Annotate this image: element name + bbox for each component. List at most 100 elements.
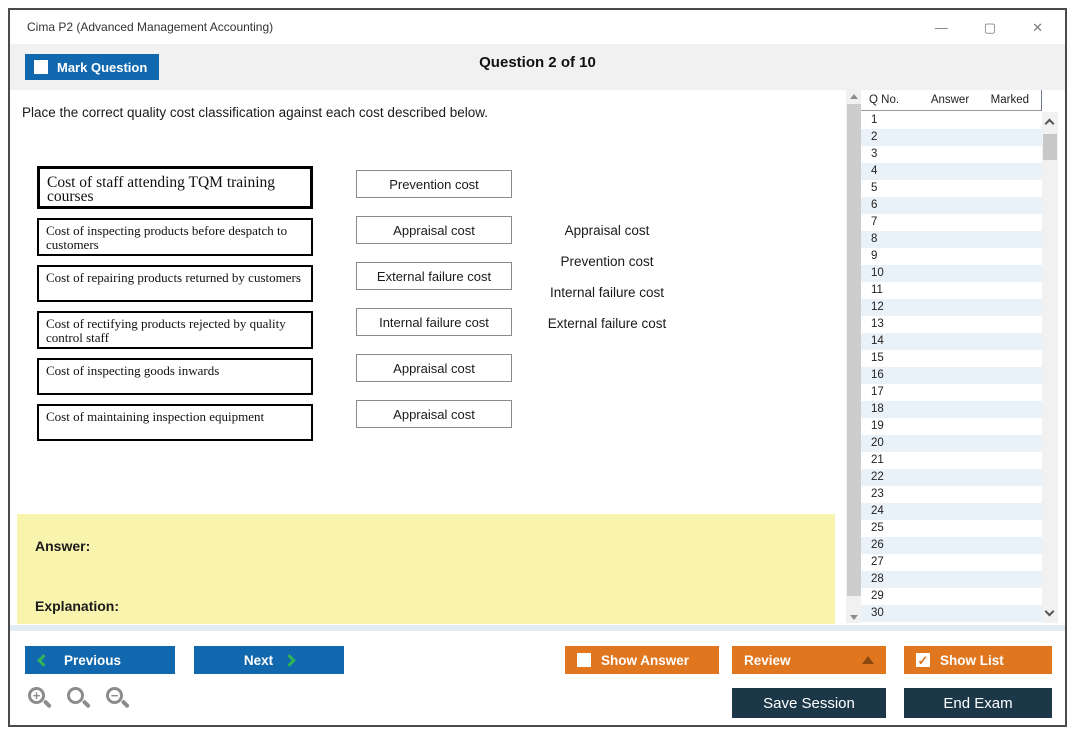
mark-question-checkbox[interactable] — [34, 60, 48, 74]
question-list-row[interactable]: 2 — [861, 129, 1042, 146]
cost-description-box: Cost of repairing products returned by c… — [37, 265, 313, 302]
minimize-icon[interactable]: — — [934, 19, 948, 35]
question-list-row[interactable]: 21 — [861, 452, 1042, 469]
window-controls: — ▢ ✕ — [935, 10, 1043, 44]
close-icon[interactable]: ✕ — [1032, 19, 1043, 35]
app-window: Cima P2 (Advanced Management Accounting)… — [8, 8, 1067, 727]
review-label: Review — [744, 652, 791, 668]
answer-drop-box[interactable]: Prevention cost — [356, 170, 512, 198]
question-list-row[interactable]: 29 — [861, 588, 1042, 605]
question-list-row[interactable]: 22 — [861, 469, 1042, 486]
show-list-checkbox[interactable]: ✓ — [916, 653, 930, 667]
question-list-panel: Q No. Answer Marked 1 2 3 4 5 6 7 8 9 10 11 12 13 14 1… — [861, 90, 1059, 625]
chevron-right-icon — [283, 653, 296, 667]
question-list-row[interactable]: 13 — [861, 316, 1042, 333]
save-session-button[interactable]: Save Session — [732, 688, 886, 718]
draggable-option[interactable]: Internal failure cost — [549, 285, 665, 300]
show-list-button[interactable]: ✓ Show List — [904, 646, 1052, 674]
check-icon: ✓ — [917, 652, 929, 668]
caret-up-icon — [862, 656, 874, 664]
main-scrollbar-thumb[interactable] — [847, 104, 861, 596]
answer-drop-box[interactable]: Appraisal cost — [356, 400, 512, 428]
question-list-row[interactable]: 11 — [861, 282, 1042, 299]
next-label: Next — [243, 652, 274, 668]
title-bar: Cima P2 (Advanced Management Accounting)… — [10, 10, 1065, 44]
zoom-out-icon[interactable]: − — [106, 687, 132, 715]
question-list-row[interactable]: 3 — [861, 146, 1042, 163]
question-prompt: Place the correct quality cost classific… — [22, 105, 488, 120]
question-list-row[interactable]: 6 — [861, 197, 1042, 214]
question-list-rows: 1 2 3 4 5 6 7 8 9 10 11 12 13 14 15 16 17 18 19 20 21 22 23 24 2… — [861, 112, 1042, 623]
question-list-row[interactable]: 1 — [861, 112, 1042, 129]
cost-description-box: Cost of rectifying products rejected by … — [37, 311, 313, 349]
zoom-toolbar: + − — [28, 687, 132, 715]
question-list-row[interactable]: 14 — [861, 333, 1042, 350]
previous-button[interactable]: Previous — [25, 646, 175, 674]
answer-column-header: Answer — [930, 94, 970, 106]
footer-divider — [10, 625, 1065, 631]
scroll-up-icon[interactable] — [846, 90, 862, 102]
chevron-left-icon — [37, 653, 50, 667]
question-list-row[interactable]: 24 — [861, 503, 1042, 520]
question-list-row[interactable]: 8 — [861, 231, 1042, 248]
answer-drop-box[interactable]: External failure cost — [356, 262, 512, 290]
question-area: Place the correct quality cost classific… — [10, 90, 1065, 625]
list-scroll-down-icon[interactable] — [1044, 606, 1055, 617]
draggable-option[interactable]: External failure cost — [547, 316, 667, 331]
draggable-option[interactable]: Prevention cost — [560, 254, 654, 269]
window-title: Cima P2 (Advanced Management Accounting) — [27, 20, 274, 34]
main-scrollbar[interactable] — [846, 90, 862, 623]
question-list-row[interactable]: 28 — [861, 571, 1042, 588]
question-list-row[interactable]: 7 — [861, 214, 1042, 231]
question-list-row[interactable]: 18 — [861, 401, 1042, 418]
answer-drop-box[interactable]: Internal failure cost — [356, 308, 512, 336]
question-list-row[interactable]: 10 — [861, 265, 1042, 282]
answer-explanation-panel: Answer: Explanation: — [17, 514, 835, 624]
maximize-icon[interactable]: ▢ — [983, 19, 997, 35]
question-list-row[interactable]: 27 — [861, 554, 1042, 571]
review-dropdown-button[interactable]: Review — [732, 646, 886, 674]
save-session-label: Save Session — [763, 694, 855, 712]
show-answer-checkbox[interactable] — [577, 653, 591, 667]
mark-question-button[interactable]: Mark Question — [25, 54, 159, 80]
scroll-down-icon[interactable] — [846, 611, 862, 623]
cost-description-box: Cost of staff attending TQM training cou… — [37, 166, 313, 209]
draggable-option[interactable]: Appraisal cost — [564, 223, 650, 238]
footer-bar: Previous Next Show Answer Review ✓ Show … — [10, 625, 1065, 725]
answer-drop-box[interactable]: Appraisal cost — [356, 216, 512, 244]
list-scroll-up-icon[interactable] — [1044, 118, 1055, 129]
cost-description-box: Cost of inspecting goods inwards — [37, 358, 313, 395]
question-list-header: Q No. Answer Marked — [861, 90, 1042, 111]
question-list-row[interactable]: 9 — [861, 248, 1042, 265]
end-exam-button[interactable]: End Exam — [904, 688, 1052, 718]
zoom-reset-icon[interactable] — [67, 687, 93, 715]
mark-question-label: Mark Question — [57, 59, 148, 75]
answer-drop-box[interactable]: Appraisal cost — [356, 354, 512, 382]
question-list-row[interactable]: 25 — [861, 520, 1042, 537]
question-list-row[interactable]: 17 — [861, 384, 1042, 401]
previous-label: Previous — [64, 652, 122, 668]
question-list-row[interactable]: 16 — [861, 367, 1042, 384]
question-list-row[interactable]: 23 — [861, 486, 1042, 503]
option-list: Appraisal cost Prevention cost Internal fa… — [522, 220, 692, 334]
question-list-row[interactable]: 5 — [861, 180, 1042, 197]
list-scrollbar-thumb[interactable] — [1043, 134, 1057, 160]
question-list-row[interactable]: 12 — [861, 299, 1042, 316]
answer-label: Answer: — [35, 538, 91, 554]
question-list-row[interactable]: 26 — [861, 537, 1042, 554]
zoom-in-icon[interactable]: + — [28, 687, 54, 715]
question-list-row[interactable]: 15 — [861, 350, 1042, 367]
answer-drop-column: Prevention cost Appraisal cost External fa… — [356, 170, 512, 428]
marked-column-header: Marked — [990, 94, 1029, 106]
question-list-scrollbar[interactable] — [1042, 112, 1058, 623]
question-list-row[interactable]: 19 — [861, 418, 1042, 435]
cost-description-box: Cost of inspecting products before despa… — [37, 218, 313, 256]
show-answer-button[interactable]: Show Answer — [565, 646, 719, 674]
qno-column-header: Q No. — [869, 94, 900, 106]
question-list-row[interactable]: 20 — [861, 435, 1042, 452]
show-answer-label: Show Answer — [601, 652, 690, 668]
next-button[interactable]: Next — [194, 646, 344, 674]
question-list-row[interactable]: 30 — [861, 605, 1042, 622]
question-list-row[interactable]: 4 — [861, 163, 1042, 180]
